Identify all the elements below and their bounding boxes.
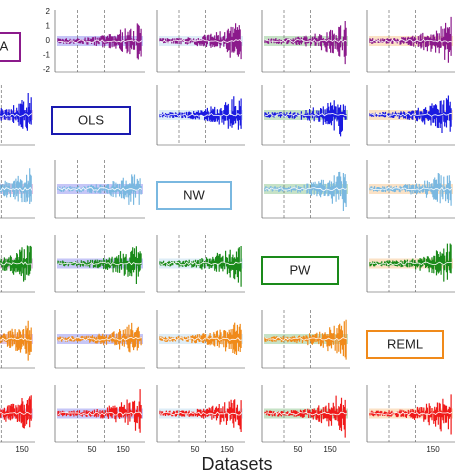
label-box	[366, 330, 444, 359]
y-tick-label: 0	[46, 36, 51, 45]
x-tick-label: 150	[220, 445, 234, 454]
mean-line	[159, 411, 243, 416]
mean-line	[0, 113, 33, 117]
mean-line	[264, 113, 348, 117]
mean-line	[0, 411, 33, 415]
diagonal-label: PW	[290, 262, 312, 277]
x-tick-label: 50	[88, 445, 97, 454]
mean-line	[264, 337, 348, 341]
mean-line	[0, 337, 33, 341]
mean-line	[57, 187, 143, 191]
noise-band	[0, 168, 32, 204]
mean-line	[159, 112, 243, 117]
label-box	[261, 256, 339, 285]
noise-band	[0, 245, 32, 282]
mean-line	[57, 337, 143, 341]
x-tick-label: 150	[116, 445, 130, 454]
mean-line	[57, 411, 143, 416]
noise-band	[159, 322, 242, 355]
x-tick-label: 150	[15, 445, 29, 454]
noise-band	[369, 16, 452, 63]
label-box	[51, 106, 131, 135]
mean-line	[369, 38, 453, 43]
diagonal-label: OLS	[78, 112, 104, 127]
x-tick-label: 150	[323, 445, 337, 454]
mean-line	[264, 38, 348, 43]
mean-line	[0, 261, 33, 266]
mean-line	[264, 411, 348, 416]
diagonal-label: A	[0, 38, 9, 53]
mean-line	[57, 39, 143, 43]
mean-line	[369, 411, 453, 416]
y-tick-label: -2	[43, 65, 51, 74]
noise-band	[0, 395, 32, 429]
noise-band	[0, 320, 32, 361]
noise-band	[0, 93, 32, 131]
x-tick-label: 50	[294, 445, 303, 454]
x-axis-label: Datasets	[201, 454, 272, 474]
mean-line	[0, 186, 33, 191]
x-tick-label: 150	[426, 445, 440, 454]
mean-line	[264, 187, 348, 192]
mean-line	[159, 337, 243, 341]
y-tick-label: -1	[43, 51, 51, 60]
diagonal-label: REML	[387, 336, 423, 351]
y-tick-label: 2	[46, 7, 51, 16]
mean-line	[369, 186, 453, 191]
mean-line	[369, 261, 452, 266]
mean-line	[159, 261, 243, 266]
label-box	[156, 181, 232, 210]
diagonal-label: NW	[183, 187, 205, 202]
mean-line	[369, 113, 453, 118]
mean-line	[57, 261, 143, 266]
mean-line	[159, 39, 243, 43]
x-tick-label: 50	[191, 445, 200, 454]
y-tick-label: 1	[46, 22, 51, 31]
label-box	[0, 32, 21, 62]
noise-band	[57, 389, 142, 433]
panels	[0, 10, 455, 443]
